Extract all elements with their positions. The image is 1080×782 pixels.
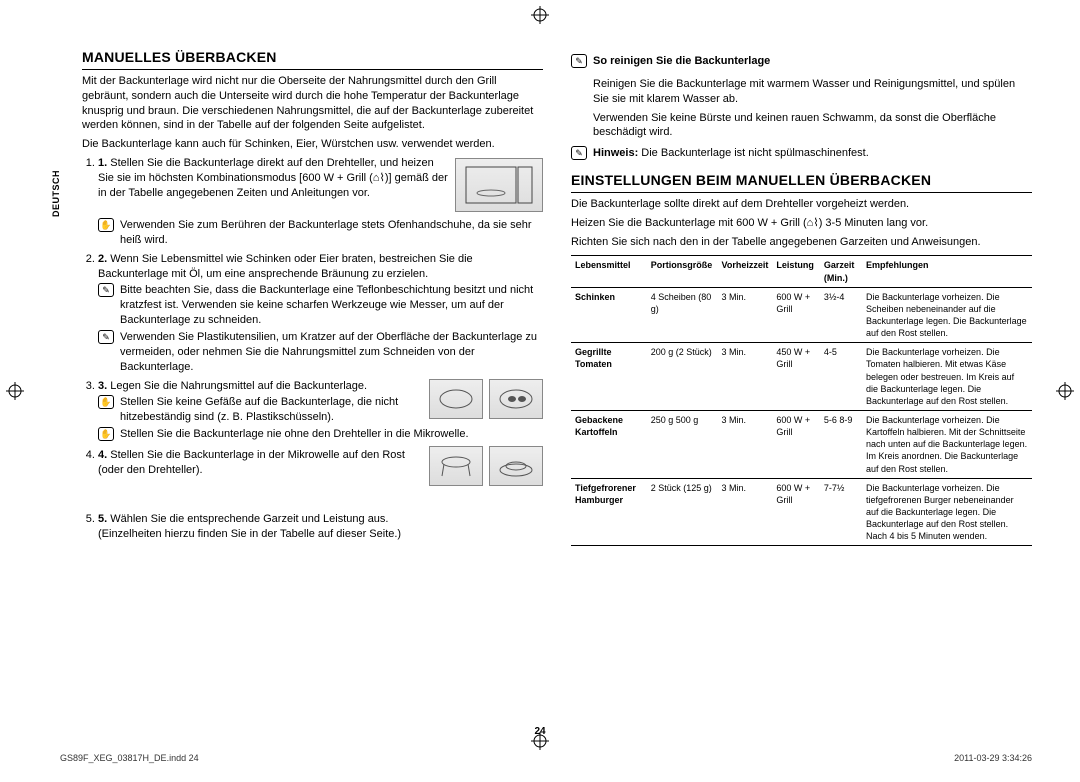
info-icon: ✎ — [98, 283, 114, 297]
crop-mark-icon — [6, 382, 24, 400]
info-icon: ✎ — [98, 330, 114, 344]
table-cell: 3½-4 — [820, 287, 862, 343]
step-2: 2. Wenn Sie Lebensmittel wie Schinken od… — [98, 252, 543, 282]
caution-icon: ✋ — [98, 427, 114, 441]
table-cell: 2 Stück (125 g) — [647, 478, 718, 546]
table-cell: 7-7½ — [820, 478, 862, 546]
table-cell: Die Backunterlage vorheizen. Die tiefgef… — [862, 478, 1032, 546]
cleaning-text-2: Verwenden Sie keine Bürste und keinen ra… — [593, 111, 1032, 141]
cleaning-heading: ✎ So reinigen Sie die Backunterlage — [571, 54, 1032, 71]
footer-timestamp: 2011-03-29 3:34:26 — [954, 752, 1032, 764]
right-column: ✎ So reinigen Sie die Backunterlage Rein… — [571, 48, 1032, 722]
warning-note: ✋ Verwenden Sie zum Berühren der Backunt… — [98, 218, 543, 248]
crop-mark-icon — [1056, 382, 1074, 400]
table-cell: 450 W + Grill — [772, 343, 820, 411]
cleaning-text: Reinigen Sie die Backunterlage mit warme… — [593, 77, 1032, 107]
table-cell: Tiefgefrorener Hamburger — [571, 478, 647, 546]
settings-text: Richten Sie sich nach den in der Tabelle… — [571, 235, 1032, 250]
cooking-table: LebensmittelPortionsgrößeVorheizzeitLeis… — [571, 255, 1032, 546]
caution-icon: ✋ — [98, 395, 114, 409]
table-cell: 3 Min. — [718, 411, 773, 479]
turntable-illustration — [489, 446, 543, 486]
plate-food-illustration — [489, 379, 543, 419]
table-cell: 600 W + Grill — [772, 287, 820, 343]
step-5: 5. Wählen Sie die entsprechende Garzeit … — [98, 512, 543, 542]
info-note: ✎ Verwenden Sie Plastikutensilien, um Kr… — [98, 330, 543, 375]
plate-illustration — [429, 379, 483, 419]
table-cell: 5-6 8-9 — [820, 411, 862, 479]
section-heading: EINSTELLUNGEN BEIM MANUELLEN ÜBERBACKEN — [571, 171, 1032, 193]
left-column: MANUELLES ÜBERBACKEN Mit der Backunterla… — [82, 48, 543, 722]
intro-text: Mit der Backunterlage wird nicht nur die… — [82, 74, 543, 133]
table-cell: 200 g (2 Stück) — [647, 343, 718, 411]
microwave-illustration — [455, 158, 543, 212]
table-header: Vorheizzeit — [718, 256, 773, 287]
table-row: Schinken4 Scheiben (80 g)3 Min.600 W + G… — [571, 287, 1032, 343]
table-cell: Gegrillte Tomaten — [571, 343, 647, 411]
intro-text-2: Die Backunterlage kann auch für Schinken… — [82, 137, 543, 152]
hinweis-note: ✎ Hinweis: Die Backunterlage ist nicht s… — [571, 146, 1032, 161]
table-cell: 4-5 — [820, 343, 862, 411]
table-cell: 4 Scheiben (80 g) — [647, 287, 718, 343]
caution-note: ✋ Stellen Sie keine Gefäße auf die Backu… — [98, 395, 423, 425]
table-cell: 3 Min. — [718, 343, 773, 411]
table-cell: Schinken — [571, 287, 647, 343]
info-icon: ✎ — [571, 54, 587, 68]
settings-text: Die Backunterlage sollte direkt auf dem … — [571, 197, 1032, 212]
table-row: Gebackene Kartoffeln250 g 500 g3 Min.600… — [571, 411, 1032, 479]
table-cell: 250 g 500 g — [647, 411, 718, 479]
info-note: ✎ Bitte beachten Sie, dass die Backunter… — [98, 283, 543, 328]
section-heading: MANUELLES ÜBERBACKEN — [82, 48, 543, 70]
table-cell: Die Backunterlage vorheizen. Die Tomaten… — [862, 343, 1032, 411]
table-cell: 3 Min. — [718, 287, 773, 343]
table-row: Gegrillte Tomaten200 g (2 Stück)3 Min.45… — [571, 343, 1032, 411]
info-icon: ✎ — [571, 146, 587, 160]
page-number: 24 — [534, 725, 545, 739]
rack-illustration — [429, 446, 483, 486]
table-cell: Gebackene Kartoffeln — [571, 411, 647, 479]
table-header: Portionsgröße — [647, 256, 718, 287]
settings-text: Heizen Sie die Backunterlage mit 600 W +… — [571, 216, 1032, 231]
table-cell: Die Backunterlage vorheizen. Die Scheibe… — [862, 287, 1032, 343]
table-row: Tiefgefrorener Hamburger2 Stück (125 g)3… — [571, 478, 1032, 546]
table-header: Leistung — [772, 256, 820, 287]
table-header: Lebensmittel — [571, 256, 647, 287]
table-cell: 3 Min. — [718, 478, 773, 546]
footer-filename: GS89F_XEG_03817H_DE.indd 24 — [60, 752, 199, 764]
crop-mark-icon — [531, 6, 549, 24]
caution-icon: ✋ — [98, 218, 114, 232]
table-header: Garzeit (Min.) — [820, 256, 862, 287]
language-tab: DEUTSCH — [50, 170, 62, 217]
table-cell: Die Backunterlage vorheizen. Die Kartoff… — [862, 411, 1032, 479]
table-cell: 600 W + Grill — [772, 411, 820, 479]
table-header: Empfehlungen — [862, 256, 1032, 287]
caution-note: ✋ Stellen Sie die Backunterlage nie ohne… — [98, 427, 543, 442]
table-cell: 600 W + Grill — [772, 478, 820, 546]
